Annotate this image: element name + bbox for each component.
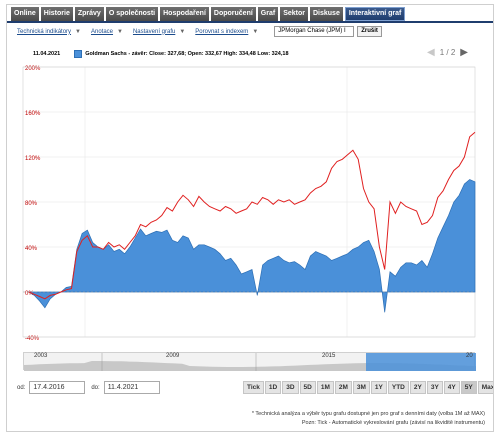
chevron-down-icon[interactable]: ▼ (117, 28, 123, 35)
footnote: Pozn: Tick - Automatické vykreslování gr… (301, 420, 485, 426)
navigator-label: 20 (466, 353, 473, 359)
compare-index-link[interactable]: Porovnat s indexem (195, 28, 249, 35)
chevron-down-icon[interactable]: ▼ (179, 28, 186, 35)
y-tick-label: 120% (25, 156, 41, 162)
chart-settings-link[interactable]: Nastavení grafu (132, 28, 176, 35)
period-button[interactable]: 3M (352, 381, 370, 394)
chart-toolbar: Technická indikátory ▼ Anotace ▼ Nastave… (17, 26, 382, 37)
y-tick-label: -40% (25, 336, 40, 342)
tab-item[interactable]: Doporučení (210, 7, 256, 21)
y-tick-label: 200% (25, 66, 41, 72)
y-tick-label: 0% (25, 291, 34, 297)
period-button[interactable]: 1M (316, 381, 334, 394)
to-date-input[interactable]: 11.4.2021 (103, 381, 160, 394)
cancel-compare-button[interactable]: Zrušit (357, 26, 382, 37)
tab-item[interactable]: Diskuse (310, 7, 343, 21)
footnote: * Technická analýza a výběr typu grafu d… (251, 411, 485, 417)
date-range: od: 17.4.2016 do: 11.4.2021 (17, 381, 166, 394)
chevron-down-icon[interactable]: ▼ (252, 28, 259, 35)
price-chart[interactable]: 200% 160% 120% 80% 40% 0% -40% (7, 61, 493, 349)
period-button[interactable]: 4Y (443, 381, 460, 394)
series-line-jpm (28, 131, 476, 300)
next-page-icon[interactable]: ▶ (460, 47, 468, 58)
period-button[interactable]: 2M (334, 381, 352, 394)
period-button[interactable]: 3D (282, 381, 299, 394)
time-navigator[interactable]: 2003 2009 2015 20 (23, 352, 476, 371)
tab-item[interactable]: Interaktivní graf (344, 7, 406, 21)
to-label: do: (91, 384, 100, 391)
chevron-down-icon[interactable]: ▼ (75, 28, 81, 35)
navigator-selection[interactable] (366, 353, 476, 371)
from-label: od: (17, 384, 26, 391)
y-tick-label: 160% (25, 111, 41, 117)
annotations-link[interactable]: Anotace (90, 28, 114, 35)
period-button[interactable]: Tick (243, 381, 264, 394)
legend-swatch (74, 50, 83, 58)
navigator-graph (24, 353, 476, 371)
previous-page-icon[interactable]: ◀ (427, 47, 435, 58)
tab-item[interactable]: Zprávy (74, 7, 104, 21)
period-button[interactable]: 1D (264, 381, 282, 394)
tab-bar: Online Historie Zprávy O společnosti Hospoda… (11, 7, 406, 21)
period-button[interactable]: YTD (387, 381, 409, 394)
tab-item[interactable]: O společnosti (105, 7, 159, 21)
chart-legend: 11.04.2021 Goldman Sachs - závěr: Close:… (33, 50, 289, 58)
indicators-link[interactable]: Technická indikátory (17, 28, 72, 35)
compare-select[interactable]: JPMorgan Chase (JPM) I (274, 26, 355, 37)
page-indicator: 1 / 2 (439, 48, 456, 57)
navigator-label: 2015 (322, 353, 336, 359)
legend-text: Goldman Sachs - závěr: Close: 327,68; Op… (85, 51, 289, 57)
tab-underline (7, 21, 493, 23)
period-button[interactable]: 2Y (409, 381, 426, 394)
legend-date: 11.04.2021 (33, 51, 61, 57)
period-button[interactable]: Max (477, 381, 493, 394)
navigator-label: 2009 (166, 353, 180, 359)
period-buttons: Tick 1D 3D 5D 1M 2M 3M 1Y YTD 2Y 3Y 4Y 5Y Max (243, 381, 493, 394)
tab-item[interactable]: Sektor (280, 7, 308, 21)
period-button[interactable]: 5D (299, 381, 316, 394)
navigator-label: 2003 (34, 353, 48, 359)
series-area-goldman (27, 179, 476, 313)
tab-item[interactable]: Historie (40, 7, 73, 21)
chart-widget: Online Historie Zprávy O společnosti Hospoda… (6, 4, 494, 432)
period-button[interactable]: 3Y (426, 381, 443, 394)
legend-pager: ◀ 1 / 2 ▶ (427, 47, 468, 58)
navigator-area (24, 361, 476, 371)
tab-item[interactable]: Graf (257, 7, 279, 21)
period-button[interactable]: 5Y (460, 381, 477, 394)
period-button[interactable]: 1Y (370, 381, 387, 394)
tab-item[interactable]: Hospodaření (160, 7, 209, 21)
tab-item[interactable]: Online (11, 7, 39, 21)
y-tick-label: 40% (25, 246, 38, 252)
y-tick-label: 80% (25, 201, 38, 207)
from-date-input[interactable]: 17.4.2016 (29, 381, 86, 394)
